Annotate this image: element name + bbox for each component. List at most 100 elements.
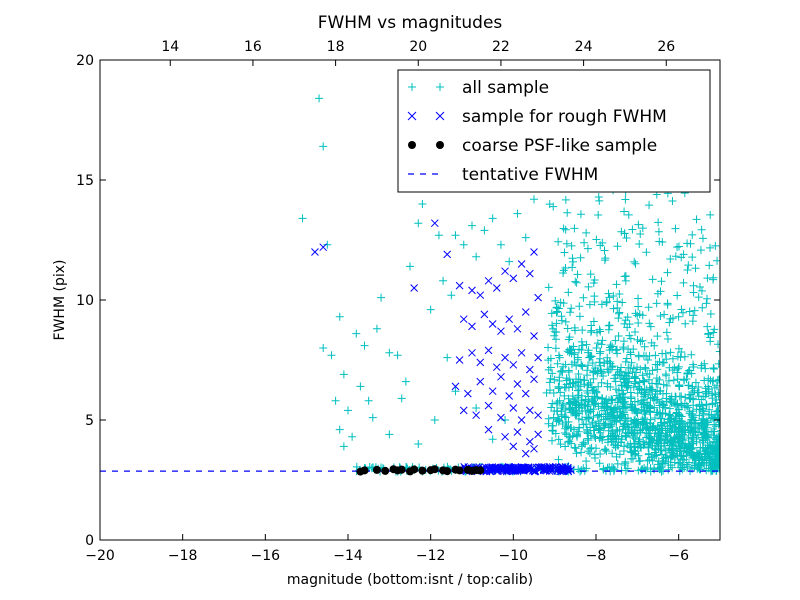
- all-sample-point: [653, 380, 662, 389]
- all-sample-point: [674, 312, 683, 321]
- all-sample-point: [631, 418, 640, 427]
- all-sample-point: [586, 270, 595, 279]
- coarse-psf-point: [381, 466, 390, 475]
- all-sample-point: [554, 415, 563, 424]
- all-sample-point: [617, 412, 626, 421]
- all-sample-point: [643, 369, 652, 378]
- x-tick-label: −8: [586, 548, 607, 564]
- all-sample-point: [641, 410, 650, 419]
- all-sample-point: [548, 436, 557, 445]
- all-sample-point: [621, 414, 630, 423]
- all-sample-point: [595, 434, 604, 443]
- all-sample-point: [630, 426, 639, 435]
- all-sample-point: [594, 382, 603, 391]
- all-sample-point: [554, 382, 563, 391]
- all-sample-point: [574, 409, 583, 418]
- all-sample-point: [563, 208, 572, 217]
- all-sample-point: [648, 366, 657, 375]
- all-sample-point: [662, 328, 671, 337]
- all-sample-point: [717, 430, 720, 432]
- all-sample-point: [703, 294, 712, 303]
- all-sample-point: [662, 381, 671, 390]
- all-sample-point: [641, 364, 650, 373]
- all-sample-point: [587, 352, 596, 361]
- all-sample-point: [579, 438, 588, 447]
- all-sample-point: [571, 444, 580, 453]
- legend-label: coarse PSF-like sample: [462, 136, 657, 156]
- plot-area: [100, 91, 720, 476]
- all-sample-point: [614, 441, 623, 450]
- all-sample-point: [356, 382, 365, 391]
- all-sample-point: [679, 278, 688, 287]
- all-sample-point: [659, 380, 668, 389]
- all-sample-point: [602, 447, 611, 456]
- all-sample-point: [644, 303, 653, 312]
- all-sample-point: [656, 408, 665, 417]
- all-sample-point: [634, 451, 643, 460]
- all-sample-point: [656, 446, 665, 455]
- rough-sample-point: [455, 356, 464, 364]
- rough-sample-point: [430, 219, 439, 228]
- all-sample-point: [668, 354, 677, 363]
- all-sample-point: [693, 388, 702, 397]
- all-sample-point: [372, 324, 381, 333]
- all-sample-point: [561, 405, 570, 414]
- all-sample-point: [558, 401, 567, 410]
- all-sample-point: [694, 453, 703, 462]
- all-sample-point: [635, 378, 644, 387]
- all-sample-point: [352, 329, 361, 338]
- legend-box: [397, 69, 711, 193]
- all-sample-point: [698, 438, 707, 447]
- all-sample-point: [652, 299, 661, 308]
- all-sample-point: [570, 224, 579, 233]
- all-sample-point: [608, 429, 617, 438]
- all-sample-point: [640, 377, 649, 386]
- all-sample-point: [668, 422, 677, 431]
- all-sample-point: [691, 459, 700, 468]
- rough-sample-point: [513, 380, 522, 388]
- all-sample-point: [673, 243, 682, 252]
- all-sample-point: [631, 374, 640, 383]
- all-sample-point: [639, 392, 648, 401]
- all-sample-point: [590, 432, 599, 441]
- all-sample-point: [589, 400, 598, 409]
- all-sample-point: [589, 374, 598, 383]
- all-sample-point: [694, 463, 703, 472]
- all-sample-point: [674, 364, 683, 373]
- all-sample-point: [596, 450, 605, 459]
- all-sample-point: [694, 383, 703, 392]
- all-sample-point: [629, 383, 638, 392]
- all-sample-point: [634, 294, 643, 303]
- all-sample-point: [655, 465, 664, 474]
- all-sample-point: [716, 376, 720, 378]
- top-x-tick-label: 20: [409, 39, 427, 55]
- all-sample-point: [677, 427, 686, 436]
- all-sample-point: [647, 435, 656, 444]
- all-sample-point: [298, 214, 307, 223]
- all-sample-point: [569, 342, 578, 351]
- all-sample-point: [605, 293, 614, 302]
- all-sample-point: [620, 229, 629, 238]
- all-sample-point: [652, 374, 661, 383]
- top-x-tick-label: 16: [244, 39, 262, 55]
- rough-sample-point: [455, 281, 464, 290]
- all-sample-point: [635, 385, 644, 394]
- all-sample-point: [708, 377, 717, 386]
- all-sample-point: [562, 422, 571, 431]
- all-sample-point: [573, 270, 582, 279]
- coarse-psf-point: [443, 467, 452, 476]
- rough-sample-point: [505, 392, 514, 400]
- all-sample-point: [556, 440, 565, 449]
- all-sample-point: [621, 428, 630, 437]
- all-sample-point: [555, 373, 564, 382]
- all-sample-point: [603, 463, 612, 472]
- rough-sample-point: [559, 467, 568, 476]
- all-sample-point: [697, 286, 706, 295]
- all-sample-point: [646, 408, 655, 417]
- all-sample-point: [714, 340, 720, 349]
- rough-sample-point: [501, 267, 509, 276]
- all-sample-point: [684, 261, 693, 270]
- all-sample-point: [583, 244, 592, 253]
- all-sample-point: [709, 364, 718, 373]
- all-sample-point: [636, 365, 645, 374]
